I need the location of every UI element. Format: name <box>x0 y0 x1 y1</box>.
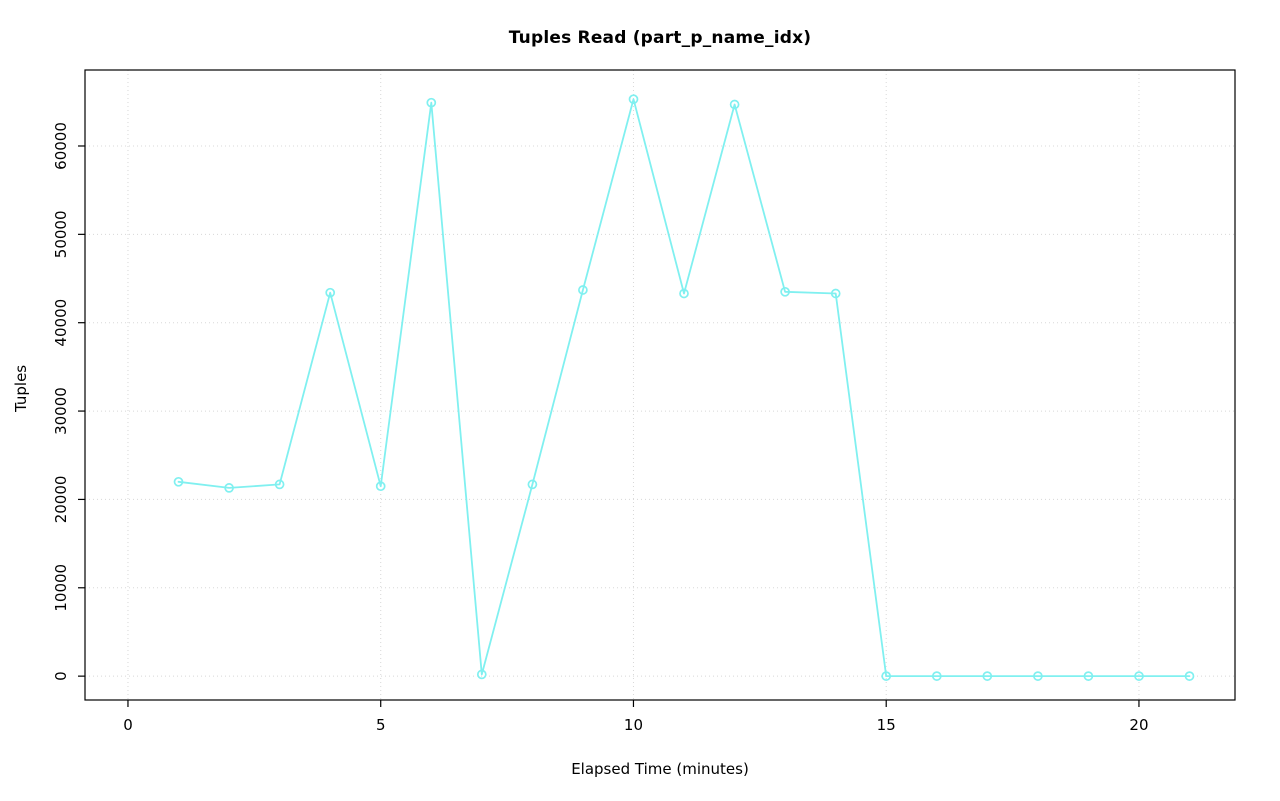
data-point <box>679 288 689 299</box>
data-point <box>931 671 942 681</box>
y-tick-label: 0 <box>52 671 70 681</box>
data-point <box>426 97 437 108</box>
data-point <box>780 286 790 297</box>
data-point <box>375 481 386 492</box>
data-point <box>982 671 993 681</box>
data-point <box>628 94 639 105</box>
data-point <box>476 669 487 680</box>
data-point <box>325 287 336 298</box>
data-point <box>830 288 841 299</box>
x-tick-label: 15 <box>877 716 896 734</box>
y-axis-label: Tuples <box>12 364 30 412</box>
data-point <box>881 671 892 681</box>
data-point <box>274 479 285 490</box>
y-tick-label: 60000 <box>52 122 70 170</box>
data-point <box>729 99 740 110</box>
data-point <box>578 285 588 295</box>
data-point <box>224 483 234 493</box>
y-tick-label: 20000 <box>52 476 70 524</box>
data-point <box>527 479 538 490</box>
x-tick-label: 20 <box>1129 716 1148 734</box>
x-tick-label: 0 <box>123 716 133 734</box>
y-tick-label: 30000 <box>52 387 70 435</box>
x-axis-label: Elapsed Time (minutes) <box>571 760 749 778</box>
data-point <box>1184 671 1195 681</box>
plot-box <box>84 69 1236 701</box>
chart-title: Tuples Read (part_p_name_idx) <box>508 28 812 48</box>
series-line <box>177 98 1191 677</box>
data-point <box>1134 671 1144 681</box>
y-tick-label: 50000 <box>52 210 70 258</box>
x-tick-label: 10 <box>624 716 643 734</box>
y-tick-label: 40000 <box>52 299 70 347</box>
data-point <box>1083 671 1094 681</box>
y-tick-label: 10000 <box>52 564 70 612</box>
data-point <box>173 476 184 487</box>
data-point <box>1033 671 1043 681</box>
x-tick-label: 5 <box>376 716 386 734</box>
